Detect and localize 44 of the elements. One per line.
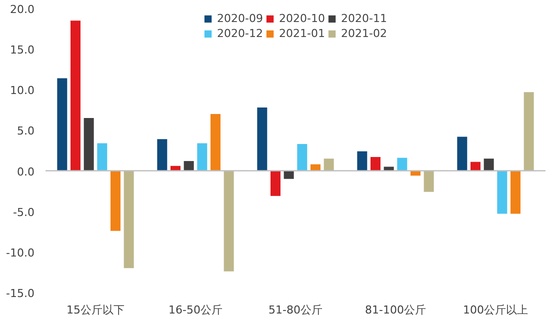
legend-label: 2021-01 [279,27,325,40]
y-tick-label: 20.0 [10,3,35,16]
y-tick-label: 15.0 [10,44,35,57]
bar [97,143,108,171]
y-tick-label: 0.0 [17,165,35,178]
bar [370,156,380,171]
bar [157,139,168,171]
x-tick-label: 15公斤以下 [66,304,124,316]
x-tick-label: 100公斤以上 [463,304,528,316]
bar [270,170,280,196]
bar [357,151,368,171]
bar [70,20,80,171]
bar [510,170,520,214]
y-tick-label: -15.0 [6,287,35,300]
bar [297,144,308,171]
bar [110,170,120,231]
bar [457,136,468,171]
legend-label: 2020-10 [279,12,325,25]
bar [224,170,234,272]
y-tick-label: -5.0 [13,206,35,219]
x-tick-label: 16-50公斤 [168,304,222,316]
bar [284,170,294,179]
y-tick-label: -10.0 [6,246,35,260]
bar [524,92,534,171]
bar [57,78,68,171]
bar [497,170,508,214]
bar [197,143,208,171]
x-tick-label: 51-80公斤 [268,304,322,316]
bar [124,170,134,268]
bar [484,158,494,171]
legend-label: 2020-12 [217,27,264,40]
y-tick-label: 10.0 [10,84,35,98]
bar [257,107,268,171]
bar [424,170,434,192]
legend-label: 2021-02 [340,27,387,40]
bar [184,161,194,171]
x-tick-label: 81-100公斤 [365,304,426,316]
bar [84,118,94,171]
y-tick-label: 5.0 [17,124,35,138]
bar [324,158,334,171]
legend-label: 2020-09 [217,12,264,25]
bar [397,158,408,171]
bar [210,114,220,171]
legend-label: 2020-11 [340,12,387,25]
